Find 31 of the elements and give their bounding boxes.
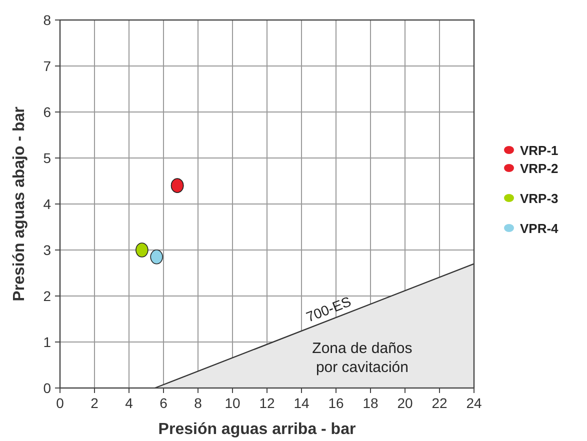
y-tick-label: 0 [43,380,52,396]
point [136,242,148,258]
legend-label: VRP-2 [520,161,558,176]
annotation: Zona de daños por cavitación [312,340,412,376]
x-tick-label: 0 [56,395,64,411]
x-tick-label: 22 [432,395,448,411]
y-tick-label: 1 [43,334,52,350]
x-tick-label: 4 [125,395,134,411]
y-tick-label: 5 [43,150,52,166]
x-tick-label: 8 [194,395,202,411]
y-tick-label: 4 [43,196,52,212]
x-tick-label: 16 [328,395,344,411]
legend-label: VRP-3 [520,191,558,206]
legend-label: VPR-4 [520,221,560,236]
x-tick-label: 10 [224,395,240,411]
x-axis-title: Presión aguas arriba - bar [158,421,356,438]
y-tick-label: 3 [43,242,52,258]
x-tick-label: 12 [259,395,275,411]
y-tick-label: 6 [43,104,52,120]
x-tick-label: 6 [160,395,168,411]
x-tick-label: 24 [466,395,482,411]
y-tick-label: 2 [43,288,52,304]
y-tick-label: 7 [43,58,52,74]
x-tick-label: 18 [362,395,378,411]
x-tick-label: 14 [294,395,310,411]
x-tick-label: 20 [397,395,413,411]
y-axis-title: Presión aguas abajo - bar [11,106,28,302]
legend-label: VRP-1 [520,143,558,158]
point [150,250,163,264]
y-tick-label: 8 [43,12,52,28]
x-tick-label: 2 [90,395,99,411]
